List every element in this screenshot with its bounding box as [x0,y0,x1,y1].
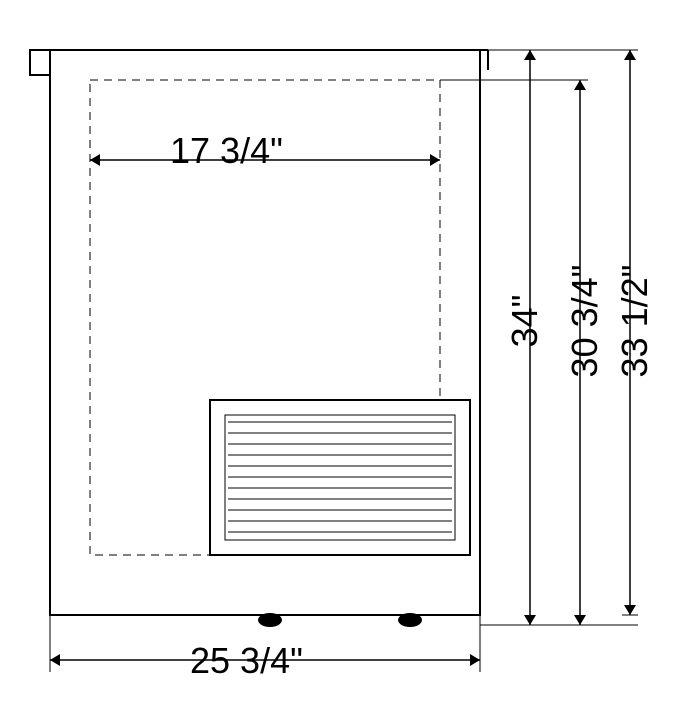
dim-inner-width-label: 17 3/4" [170,130,283,172]
dim-outer-width-label: 25 3/4" [190,640,303,682]
dim-height1-label: 34" [504,291,546,351]
dim-height3-label: 33 1/2" [614,261,656,381]
dimension-diagram: 17 3/4" 25 3/4" 34" 30 3/4" 33 1/2" [0,0,676,700]
dim-height2-label: 30 3/4" [564,261,606,381]
